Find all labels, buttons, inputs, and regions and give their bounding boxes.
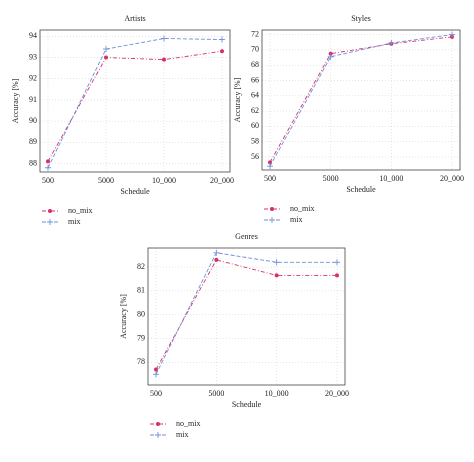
point [161, 35, 167, 42]
point [154, 367, 158, 372]
point [45, 164, 51, 171]
point [268, 160, 272, 165]
x-axis-label: Schedule [346, 185, 376, 194]
legend-label: no_mix [68, 206, 92, 215]
y-tick-label: 64 [251, 91, 259, 100]
legend-label: no_mix [290, 204, 314, 213]
y-tick-label: 82 [137, 262, 145, 271]
y-tick-label: 68 [251, 60, 259, 69]
legend-marker [269, 217, 275, 223]
legend-marker [47, 219, 53, 225]
point [103, 46, 109, 53]
x-tick-label: 20_000 [440, 174, 464, 183]
legend-label: mix [290, 215, 302, 224]
x-tick-label: 500 [42, 176, 54, 185]
x-tick-label: 10_000 [379, 174, 403, 183]
point [219, 36, 225, 43]
x-tick-label: 20_000 [325, 389, 349, 398]
plot-frame [39, 29, 231, 173]
legend-label: no_mix [176, 419, 200, 428]
point [162, 57, 166, 62]
y-tick-label: 70 [251, 45, 259, 54]
point [335, 273, 339, 278]
y-tick-label: 58 [251, 137, 259, 146]
y-tick-label: 94 [29, 31, 37, 40]
y-tick-label: 88 [29, 158, 37, 167]
series-line [47, 50, 223, 162]
plot-frame [261, 29, 461, 171]
y-tick-label: 78 [137, 357, 145, 366]
point [274, 273, 279, 278]
y-tick-label: 91 [29, 95, 37, 104]
legend-marker [270, 207, 274, 211]
x-tick-label: 500 [150, 389, 162, 398]
x-tick-label: 5000 [98, 176, 114, 185]
y-tick-label: 90 [29, 116, 37, 125]
y-tick-label: 81 [137, 286, 145, 295]
chart-title: Artists [124, 14, 145, 23]
y-tick-label: 93 [29, 52, 37, 61]
y-tick-label: 62 [251, 106, 259, 115]
series-line [47, 38, 223, 168]
x-tick-label: 10_000 [265, 389, 289, 398]
plot-frame [147, 247, 346, 386]
chart-title: Styles [351, 14, 371, 23]
point [388, 40, 395, 47]
y-tick-label: 79 [137, 333, 145, 342]
x-tick-label: 500 [264, 174, 276, 183]
point [104, 55, 108, 60]
x-tick-label: 5000 [208, 389, 224, 398]
x-tick-label: 5000 [323, 174, 339, 183]
series-line [269, 34, 453, 167]
y-axis-label: Accuracy [%] [11, 78, 20, 123]
legend-label: mix [176, 430, 188, 439]
legend-marker [155, 432, 161, 438]
x-axis-label: Schedule [120, 187, 150, 196]
x-axis-label: Schedule [232, 400, 262, 409]
y-axis-label: Accuracy [%] [233, 77, 242, 122]
x-tick-label: 20_000 [210, 176, 234, 185]
point [327, 53, 334, 60]
point [334, 259, 340, 266]
y-axis-label: Accuracy [%] [119, 294, 128, 339]
y-tick-label: 92 [29, 74, 37, 83]
point [220, 49, 224, 54]
series-line [155, 252, 337, 375]
point [273, 259, 280, 266]
point [213, 249, 220, 256]
y-tick-label: 66 [251, 75, 259, 84]
point [153, 371, 159, 378]
y-tick-label: 89 [29, 137, 37, 146]
series-line [155, 259, 337, 370]
x-tick-label: 10_000 [152, 176, 176, 185]
y-tick-label: 60 [251, 121, 259, 130]
chart-title: Genres [235, 232, 258, 241]
y-tick-label: 56 [251, 152, 259, 161]
point [449, 31, 455, 38]
point [214, 257, 219, 262]
point [46, 159, 50, 164]
legend-marker [48, 209, 52, 213]
y-tick-label: 72 [251, 29, 259, 38]
point [328, 51, 333, 56]
point [267, 163, 273, 170]
series-line [269, 36, 453, 163]
legend-marker [156, 422, 160, 426]
legend-label: mix [68, 217, 80, 226]
y-tick-label: 80 [137, 310, 145, 319]
